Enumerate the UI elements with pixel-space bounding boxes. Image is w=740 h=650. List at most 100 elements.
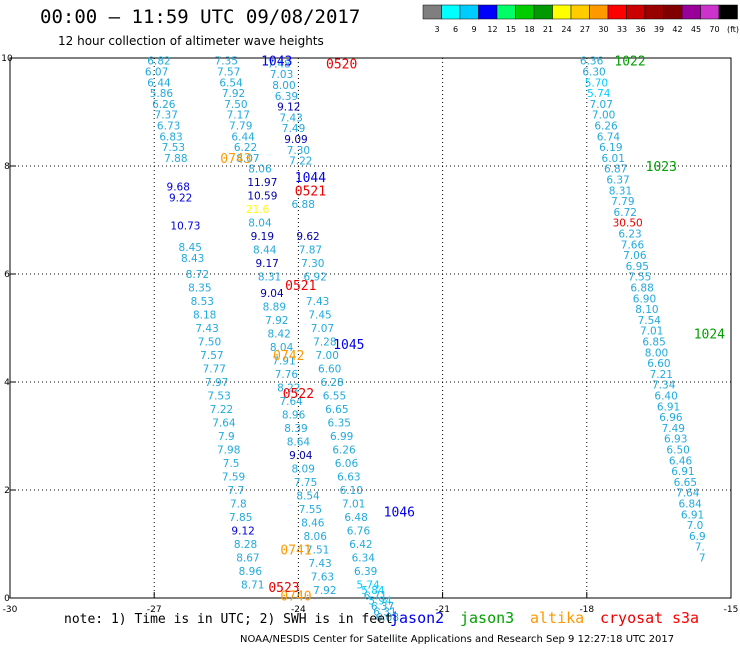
wave-height-label: 6.85 — [642, 337, 665, 349]
colorbar-swatch — [607, 4, 627, 20]
colorbar-label: 15 — [506, 25, 516, 34]
wave-height-label: 8.31 — [258, 272, 281, 284]
colorbar-swatch — [626, 4, 646, 20]
wave-height-label: 8.44 — [253, 245, 277, 257]
wave-height-label: 8.07 — [236, 153, 259, 165]
wave-height-label: 6.88 — [292, 199, 315, 211]
wave-height-label: 6.10 — [340, 485, 363, 497]
wave-height-label: 6.23 — [618, 229, 641, 241]
wave-height-label: 6.65 — [674, 477, 697, 489]
colorbar-label: 70 — [709, 25, 719, 34]
colorbar-label: 45 — [691, 25, 701, 34]
colorbar-swatch — [422, 4, 442, 20]
wave-height-label: 8.06 — [248, 164, 272, 176]
colorbar-swatch — [496, 4, 516, 20]
wave-height-label: 6.08 — [376, 612, 399, 624]
wave-height-label: 5.74 — [356, 580, 380, 592]
wave-height-label: 6.37 — [606, 175, 629, 187]
wave-height-label: 8.67 — [236, 553, 259, 565]
wave-height-label: 7.57 — [217, 67, 240, 79]
wave-height-label: 6.42 — [349, 539, 372, 551]
wave-height-label: 8.35 — [188, 283, 211, 295]
wave-height-label: 7.5 — [223, 458, 240, 470]
wave-height-label: 7.03 — [270, 69, 293, 81]
colorbar-label: 27 — [580, 25, 590, 34]
wave-height-label: 7.55 — [299, 504, 322, 516]
wave-height-label: 9.68 — [167, 182, 190, 194]
wave-height-label: 6.39 — [275, 91, 298, 103]
wave-height-label: 8.42 — [267, 328, 290, 340]
wave-height-label: 6.65 — [325, 404, 348, 416]
footer-credit: NOAA/NESDIS Center for Satellite Applica… — [240, 634, 675, 645]
wave-height-label: 9.04 — [260, 288, 284, 300]
pass-time-label: 1023 — [646, 160, 677, 175]
wave-height-label: 6.92 — [304, 272, 327, 284]
wave-height-label: 8.46 — [301, 517, 325, 529]
legend-item-jason3: jason3 — [460, 609, 515, 627]
wave-height-label: 7.54 — [638, 315, 662, 327]
wave-height-label: 7.53 — [207, 391, 230, 403]
wave-height-label: 7.9 — [218, 431, 235, 443]
wave-height-label: 7.92 — [265, 315, 288, 327]
pass-time-label: 0742 — [273, 349, 304, 364]
x-tick-label: -24 — [291, 605, 306, 615]
wave-height-label: 9.17 — [255, 258, 278, 270]
x-tick-label: -21 — [435, 605, 450, 615]
pass-time-label: 0743 — [220, 152, 251, 167]
colorbar-swatch — [515, 4, 535, 20]
wave-height-label: 8.89 — [263, 301, 286, 313]
wave-height-label: 7.00 — [592, 110, 615, 122]
wave-height-label: 6.91 — [681, 509, 704, 521]
wave-height-label: 8.09 — [292, 463, 315, 475]
wave-height-label: 7.64 — [676, 488, 700, 500]
wave-height-label: 7.22 — [210, 404, 233, 416]
wave-height-label: 6.96 — [659, 412, 683, 424]
page-title: 00:00 – 11:59 UTC 09/08/2017 — [40, 6, 361, 28]
pass-time-label: 1045 — [333, 338, 364, 353]
wave-height-label: 7.63 — [311, 571, 334, 583]
wave-height-label: 8.39 — [284, 423, 307, 435]
wave-height-label: 30.50 — [613, 218, 643, 230]
wave-height-label: 6.72 — [614, 207, 637, 219]
pass-time-label: 0523 — [268, 581, 299, 596]
colorbar-swatch — [663, 4, 683, 20]
colorbar-swatch — [589, 4, 609, 20]
wave-height-label: 7.92 — [313, 585, 336, 597]
wave-height-label: 7.79 — [229, 121, 252, 133]
wave-height-label: 6.26 — [152, 99, 176, 111]
wave-height-label: 6.44 — [147, 77, 171, 89]
wave-height-label: 6.40 — [654, 391, 677, 403]
wave-height-label: 6.60 — [318, 364, 341, 376]
wave-height-label: 6.82 — [147, 56, 170, 68]
wave-height-label: 7.50 — [224, 99, 247, 111]
wave-height-label: 6.19 — [599, 142, 622, 154]
pass-time-label: 0521 — [295, 184, 326, 199]
wave-height-label: 7.30 — [287, 145, 310, 157]
wave-height-label: 6.37 — [371, 601, 394, 613]
colorbar-swatch — [700, 4, 720, 20]
pass-time-label: 0741 — [280, 543, 311, 558]
wave-height-label: 7.79 — [611, 196, 634, 208]
wave-height-label: 6.31 — [373, 607, 396, 619]
pass-time-label: 0740 — [280, 589, 311, 604]
wave-height-label: 7.28 — [313, 337, 336, 349]
x-tick-label: -15 — [724, 605, 739, 615]
wave-height-label: 7.35 — [215, 56, 238, 68]
wave-height-label: 6.73 — [157, 121, 180, 133]
wave-height-label: 8.22 — [277, 382, 300, 394]
colorbar-label: 3 — [434, 25, 439, 34]
colorbar-swatch — [718, 4, 738, 20]
wave-height-label: 6.88 — [630, 283, 653, 295]
legend-item-s3a: s3a — [672, 609, 700, 627]
wave-height-label: 6.22 — [234, 142, 257, 154]
colorbar-swatch — [533, 4, 553, 20]
wave-height-label: 9.62 — [296, 231, 319, 243]
colorbar-label: 18 — [524, 25, 534, 34]
wave-height-label: 7.76 — [275, 369, 299, 381]
wave-height-label: 6.50 — [666, 445, 689, 457]
wave-height-label: 7.8 — [230, 499, 247, 511]
pass-time-label: 0521 — [285, 279, 316, 294]
colorbar-label: 12 — [487, 25, 497, 34]
wave-height-label: 6.60 — [647, 358, 670, 370]
wave-height-label: 6.54 — [219, 77, 243, 89]
